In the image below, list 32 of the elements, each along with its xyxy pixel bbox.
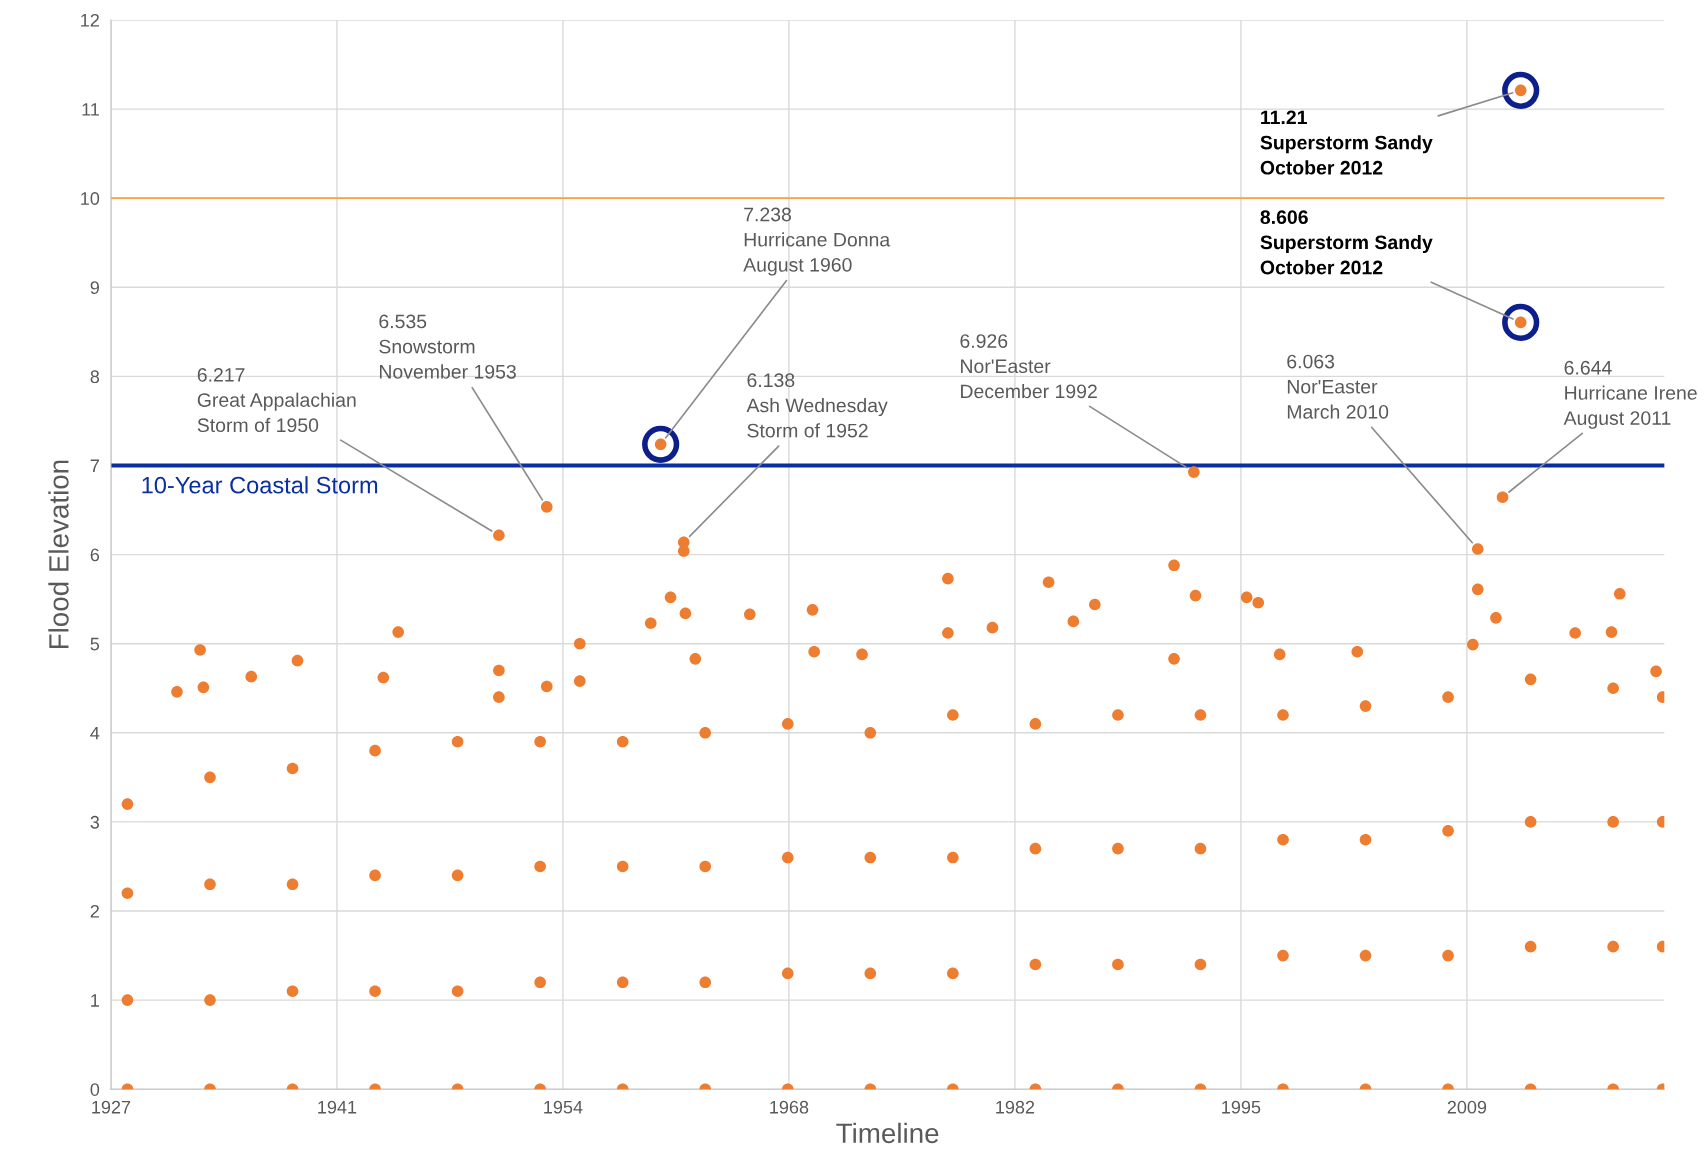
annotation: 6.138 Ash Wednesday Storm of 1952 — [746, 373, 888, 438]
y-tick-label: 7 — [90, 459, 99, 473]
annotation: 11.21 Superstorm Sandy October 2012 — [1260, 110, 1433, 175]
annotation: 7.238 Hurricane Donna August 1960 — [743, 207, 891, 276]
y-tick-label: 4 — [90, 726, 100, 740]
y-tick-label: 2 — [90, 904, 99, 918]
annotation: 6.217 Great Appalachian Storm of 1950 — [197, 367, 356, 433]
annotation: 8.606 Superstorm Sandy October 2012 — [1260, 210, 1433, 275]
x-tick-label: 1954 — [544, 1100, 583, 1114]
x-tick-label: 1927 — [92, 1100, 131, 1114]
y-tick-label: 9 — [90, 281, 99, 295]
y-tick-label: 1 — [91, 994, 99, 1007]
y-tick-label: 11 — [82, 103, 99, 116]
x-tick-label: 1995 — [1222, 1100, 1261, 1114]
x-tick-label: 1982 — [996, 1100, 1035, 1114]
y-axis-title: Flood Elevation — [48, 460, 69, 649]
y-tick-label: 6 — [90, 548, 100, 562]
x-tick-label: 2009 — [1447, 1100, 1487, 1114]
y-tick-label: 5 — [90, 637, 100, 651]
y-tick-label: 0 — [90, 1083, 100, 1096]
x-axis-title: Timeline — [836, 1122, 939, 1144]
x-tick-label: 1968 — [770, 1100, 809, 1114]
annotation: 6.926 Nor'Easter December 1992 — [960, 334, 1097, 399]
y-tick-label: 12 — [81, 13, 99, 27]
annotation: 6.063 Nor'Easter March 2010 — [1287, 354, 1389, 419]
y-tick-label: 3 — [90, 815, 100, 829]
annotation: 6.535 Snowstorm November 1953 — [379, 314, 516, 379]
ref-line-label: 10-Year Coastal Storm — [142, 476, 378, 494]
y-tick-label: 10 — [81, 192, 100, 205]
x-tick-label: 1941 — [318, 1100, 357, 1114]
annotation: 6.644 Hurricane Irene August 2011 — [1563, 360, 1697, 429]
y-tick-label: 8 — [90, 370, 100, 384]
